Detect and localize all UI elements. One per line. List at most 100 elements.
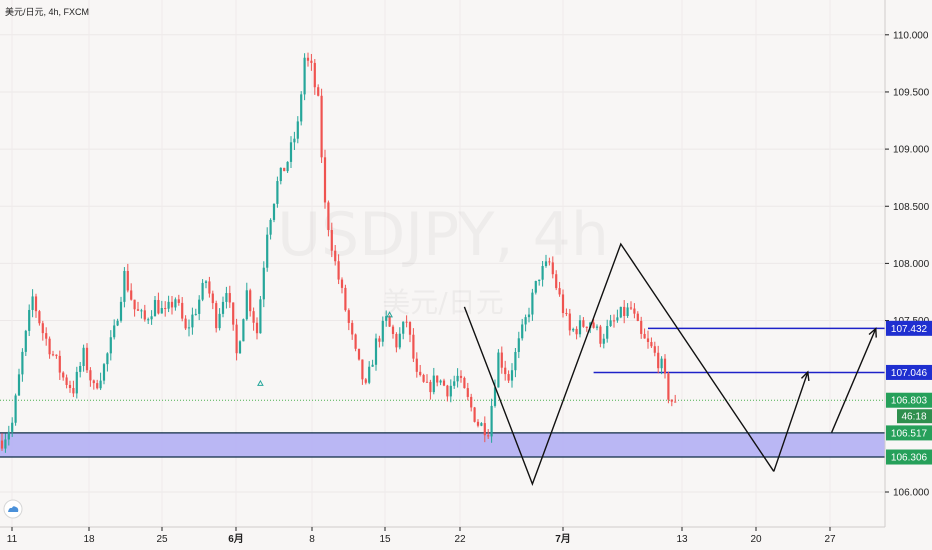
candle-body [412, 334, 415, 359]
candle-body [551, 262, 554, 275]
time-tick-label: 13 [676, 534, 688, 545]
candle-body [473, 407, 476, 422]
candle-body [123, 270, 126, 302]
candle-body [34, 296, 38, 312]
candle-body [361, 359, 364, 380]
candle-body [136, 309, 140, 311]
candle-body [357, 348, 361, 360]
arrow-head[interactable] [800, 370, 810, 382]
tradingview-logo[interactable] [3, 499, 23, 519]
candle-body [531, 292, 534, 315]
candle-body [68, 384, 72, 388]
price-tick-label: 110.000 [893, 30, 929, 41]
candle-body [153, 299, 157, 317]
candle-body [41, 323, 44, 334]
candle-body [378, 338, 381, 342]
candle-body [21, 351, 24, 375]
candle-body [126, 270, 129, 291]
time-tick-label: 27 [824, 534, 836, 545]
arrow-head[interactable] [868, 327, 877, 338]
candle-body [385, 316, 388, 321]
candle-body [623, 306, 626, 317]
watermark-name: 美元/日元 [382, 286, 503, 319]
candle-body [7, 431, 10, 440]
candle-body [215, 303, 218, 329]
time-tick-label: 8 [309, 534, 315, 545]
price-tag-blue [886, 320, 932, 336]
candle-body [58, 355, 61, 373]
candle-body [459, 375, 463, 378]
time-tick-label: 20 [750, 534, 762, 545]
candle-body [565, 313, 568, 315]
price-tag-green [886, 425, 932, 441]
support-zone-fill[interactable] [0, 432, 885, 458]
candle-body [609, 320, 612, 327]
bar-countdown-tag [897, 409, 932, 424]
candle-body [534, 280, 537, 293]
candle-body [119, 301, 123, 321]
candle-body [364, 379, 367, 383]
candle-body [408, 322, 412, 335]
candle-body [446, 385, 449, 397]
candle-body [561, 294, 565, 314]
candle-body [626, 307, 629, 317]
candle-body [449, 385, 452, 397]
candle-body [490, 405, 493, 437]
time-tick-label: 7月 [555, 533, 571, 545]
candle-body [92, 380, 95, 384]
price-tick-label: 106.000 [893, 488, 930, 499]
horizontal-levels[interactable] [0, 327, 885, 401]
support-zone[interactable] [0, 432, 885, 458]
candle-body [524, 317, 527, 325]
candle-body [96, 383, 99, 389]
projection-arrow-line[interactable] [773, 371, 809, 472]
candle-body [674, 401, 677, 403]
candle-body [283, 167, 286, 172]
candle-body [262, 267, 265, 300]
candle-body [208, 281, 211, 294]
zigzag-pattern-line[interactable] [463, 242, 775, 486]
candle-body [174, 299, 177, 308]
projection-arrow-line[interactable] [830, 328, 877, 433]
candle-body [415, 358, 418, 372]
candle-body [558, 288, 561, 295]
candle-body [487, 435, 490, 437]
candle-body [82, 347, 85, 367]
candle-body [429, 381, 432, 393]
price-tag-green [886, 449, 932, 465]
candle-body [480, 423, 483, 426]
candle-body [187, 327, 191, 329]
candle-body [323, 157, 327, 203]
candle-body [191, 314, 194, 328]
candle-body [296, 121, 299, 139]
time-axis[interactable]: 11 18 25 6月 8 15 22 7月 13 20 27 [7, 527, 836, 545]
candle-body [388, 316, 391, 327]
candle-body [201, 282, 204, 300]
time-tick-label: 11 [7, 534, 18, 545]
pattern-drawings[interactable] [257, 242, 877, 486]
candle-body [442, 380, 446, 386]
candle-body [62, 372, 65, 378]
candle-body [612, 320, 616, 322]
candle-body [453, 381, 456, 386]
watermark-symbol: USDJPY, 4h [277, 200, 609, 270]
candle-body [300, 94, 303, 122]
signal-marker [257, 379, 264, 386]
candle-body [575, 328, 578, 335]
time-tick-label: 15 [379, 534, 391, 545]
candle-body [636, 313, 639, 321]
candle-body [555, 274, 558, 289]
candle-body [184, 318, 187, 329]
candle-body [228, 293, 231, 303]
candle-body [660, 358, 663, 369]
candle-body [640, 320, 643, 334]
candle-body [619, 306, 622, 318]
candle-body [337, 261, 340, 280]
candle-body [85, 347, 89, 371]
candle-body [548, 261, 551, 263]
candle-body [130, 290, 133, 300]
candle-body [313, 62, 316, 88]
candle-body [317, 87, 320, 96]
candle-body [616, 317, 619, 321]
